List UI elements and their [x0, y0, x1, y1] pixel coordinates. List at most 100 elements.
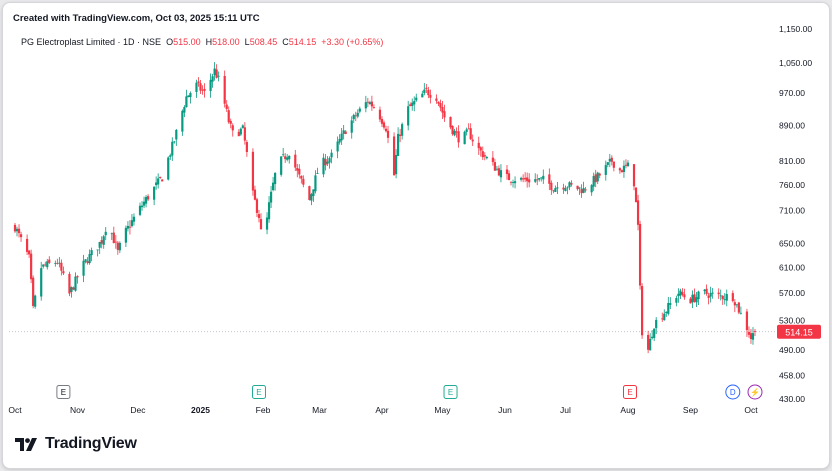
event-marker-earnings-recent[interactable]: E [251, 385, 266, 399]
candle[interactable] [231, 123, 234, 137]
candle[interactable] [102, 234, 105, 249]
candle[interactable] [44, 261, 47, 267]
candle[interactable] [663, 309, 666, 321]
candle[interactable] [239, 127, 242, 136]
candle[interactable] [443, 104, 446, 122]
candle[interactable] [511, 179, 515, 188]
candle[interactable] [40, 261, 43, 301]
candle[interactable] [229, 118, 232, 129]
candle[interactable] [592, 172, 595, 191]
candle[interactable] [382, 120, 386, 130]
candle[interactable] [622, 160, 626, 178]
candle[interactable] [441, 101, 444, 120]
candle[interactable] [116, 240, 119, 255]
candle[interactable] [439, 99, 442, 112]
candle[interactable] [749, 328, 753, 344]
candle[interactable] [612, 161, 615, 172]
candle[interactable] [719, 289, 722, 301]
candle[interactable] [271, 176, 275, 192]
candle[interactable] [364, 95, 367, 113]
candle[interactable] [28, 249, 31, 258]
candle[interactable] [483, 152, 486, 161]
candle[interactable] [25, 234, 29, 256]
candle[interactable] [96, 249, 99, 257]
candle[interactable] [130, 214, 134, 228]
candle[interactable] [253, 185, 257, 201]
candle[interactable] [683, 288, 686, 300]
candle[interactable] [624, 159, 628, 169]
candle[interactable] [308, 185, 311, 201]
candle[interactable] [199, 79, 202, 94]
candle[interactable] [739, 306, 742, 315]
candle[interactable] [356, 109, 359, 119]
candle[interactable] [528, 173, 531, 188]
candle[interactable] [550, 180, 553, 195]
candle[interactable] [368, 100, 371, 105]
candle[interactable] [471, 134, 474, 147]
candle[interactable] [350, 116, 353, 139]
candle[interactable] [124, 225, 127, 248]
candle[interactable] [407, 100, 410, 131]
candle[interactable] [298, 164, 301, 179]
candle[interactable] [286, 154, 289, 162]
candle[interactable] [227, 106, 230, 124]
candle[interactable] [19, 231, 23, 242]
candle[interactable] [84, 259, 87, 264]
candle[interactable] [548, 168, 551, 191]
candle[interactable] [542, 169, 545, 184]
candle[interactable] [274, 172, 277, 191]
candle[interactable] [48, 256, 51, 264]
candle[interactable] [203, 83, 206, 98]
candle[interactable] [469, 123, 472, 140]
candle[interactable] [34, 294, 37, 309]
candle[interactable] [524, 172, 527, 183]
candle[interactable] [634, 187, 638, 203]
candle[interactable] [725, 289, 728, 307]
candle[interactable] [457, 125, 460, 148]
candle[interactable] [169, 153, 172, 160]
candle[interactable] [296, 163, 299, 178]
candle[interactable] [399, 128, 402, 143]
candle[interactable] [638, 220, 642, 290]
candle[interactable] [477, 136, 480, 155]
candle[interactable] [707, 292, 710, 305]
candle[interactable] [328, 156, 331, 169]
candle[interactable] [485, 155, 488, 160]
candle[interactable] [636, 194, 640, 231]
candlestick-chart[interactable]: 1,150.00 1,050.00 970.00 890.00 810.00 760.00… [3, 3, 829, 468]
candle[interactable] [326, 156, 329, 166]
candle[interactable] [596, 171, 599, 185]
candle[interactable] [665, 311, 668, 317]
candle[interactable] [608, 153, 611, 168]
candle[interactable] [425, 84, 428, 93]
candle[interactable] [378, 106, 382, 123]
candle[interactable] [82, 254, 85, 283]
candle[interactable] [15, 226, 19, 237]
candle[interactable] [344, 130, 347, 135]
candle[interactable] [282, 148, 285, 157]
candle[interactable] [217, 71, 220, 82]
candle[interactable] [167, 156, 170, 181]
candle[interactable] [679, 288, 682, 300]
candle[interactable] [453, 128, 456, 137]
candle[interactable] [421, 90, 424, 98]
candle[interactable] [138, 202, 142, 217]
candle[interactable] [104, 227, 107, 241]
candle[interactable] [46, 258, 49, 270]
candle[interactable] [709, 286, 712, 303]
candle[interactable] [316, 167, 319, 174]
candle[interactable] [721, 295, 724, 305]
candle[interactable] [620, 169, 624, 173]
candle[interactable] [576, 185, 579, 191]
candle[interactable] [243, 122, 246, 145]
candle[interactable] [322, 153, 325, 178]
candle[interactable] [380, 116, 384, 127]
candle[interactable] [17, 224, 21, 238]
candle[interactable] [499, 164, 503, 183]
candle[interactable] [513, 176, 517, 189]
candle[interactable] [661, 312, 664, 322]
candle[interactable] [223, 70, 226, 108]
candle[interactable] [90, 247, 93, 262]
candle[interactable] [159, 176, 162, 179]
candle[interactable] [312, 189, 315, 202]
